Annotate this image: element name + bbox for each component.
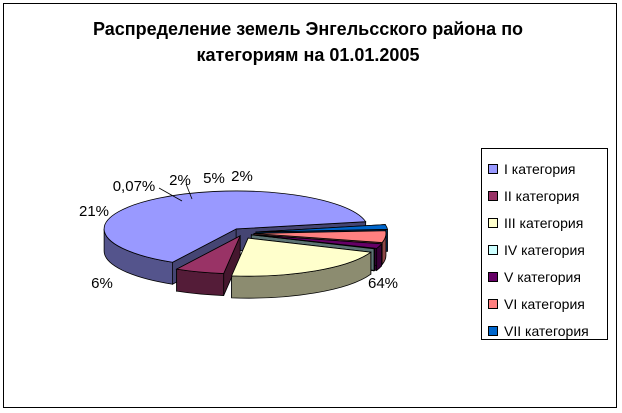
legend-label-6: VI категория	[504, 295, 585, 312]
chart-legend: I категория II категория III категория IV к…	[481, 148, 608, 340]
pie-slice-7	[255, 224, 389, 233]
legend-item-6: VI категория	[482, 290, 607, 317]
chart-title-line-2: категориям на 01.01.2005	[196, 45, 420, 65]
legend-label-4: IV категория	[504, 241, 585, 258]
legend-swatch-4	[488, 244, 498, 255]
data-label-7: 2%	[231, 168, 253, 185]
pie-slice-1	[103, 190, 367, 263]
legend-label-3: III категория	[504, 214, 584, 231]
data-label-leader-line	[185, 183, 193, 200]
data-label-6: 5%	[203, 170, 225, 187]
legend-label-7: VII категория	[504, 322, 589, 339]
data-label-3: 21%	[79, 203, 109, 220]
legend-swatch-7	[488, 325, 498, 336]
legend-swatch-5	[488, 271, 498, 282]
data-label-4: 0,07%	[113, 178, 156, 195]
pie-slice-3	[231, 237, 372, 277]
legend-item-2: II категория	[482, 182, 607, 209]
chart-title: Распределение земель Энгельсского района…	[0, 16, 616, 68]
legend-item-1: I категория	[482, 155, 607, 182]
legend-item-3: III категория	[482, 209, 607, 236]
legend-label-5: V категория	[504, 268, 581, 285]
legend-item-7: VII категория	[482, 317, 607, 344]
chart-title-line-1: Распределение земель Энгельсского района…	[92, 19, 524, 39]
legend-label-2: II категория	[504, 187, 580, 204]
legend-swatch-3	[488, 217, 498, 228]
data-label-5: 2%	[169, 172, 191, 189]
pie-top-faces	[103, 190, 389, 277]
legend-label-1: I категория	[504, 160, 576, 177]
pie-slice-6	[253, 230, 387, 244]
legend-swatch-2	[488, 190, 498, 201]
legend-item-5: V категория	[482, 263, 607, 290]
data-label-1: 64%	[368, 275, 398, 292]
data-label-leader-line	[158, 187, 183, 202]
legend-item-4: IV категория	[482, 236, 607, 263]
data-label-2: 6%	[91, 275, 113, 292]
legend-swatch-1	[488, 163, 498, 174]
pie-slice-4	[251, 234, 376, 250]
legend-swatch-6	[488, 298, 498, 309]
pie-slice-2	[175, 234, 241, 274]
pie-slice-side	[373, 247, 375, 272]
